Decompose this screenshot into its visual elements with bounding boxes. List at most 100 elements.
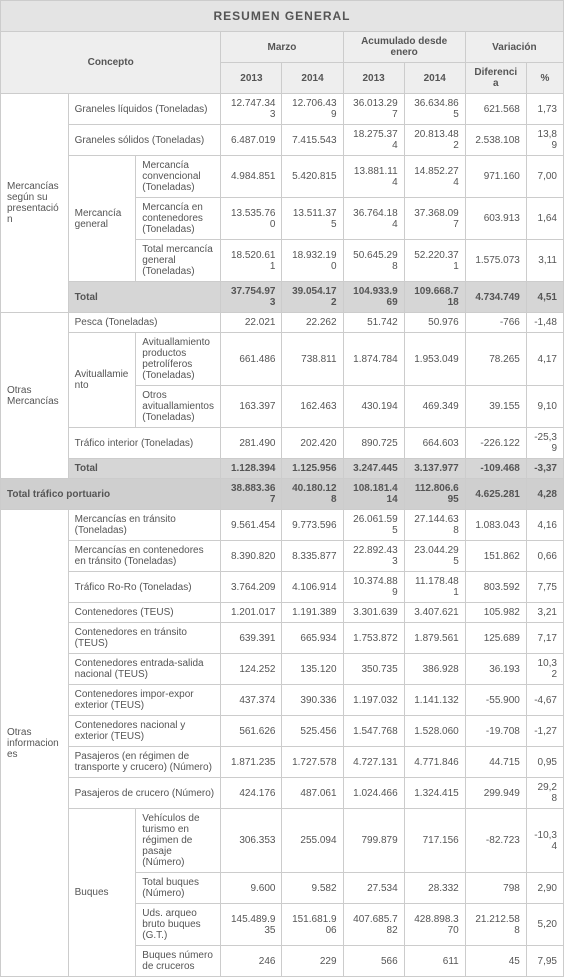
cell-pct: 0,66 [526, 541, 563, 572]
cell-pct: 2,90 [526, 873, 563, 904]
cell-num: 78.265 [465, 333, 526, 386]
cell-num: 3.764.209 [221, 572, 282, 603]
table-row: Graneles sólidos (Toneladas)6.487.0197.4… [1, 125, 564, 156]
cell-num: 3.301.639 [343, 603, 404, 623]
row-leaf-label: Total buques (Número) [136, 873, 221, 904]
row-label: Contenedores impor-expor exterior (TEUS) [68, 685, 221, 716]
cell-pct: 9,10 [526, 386, 563, 428]
cell-num: 1.191.389 [282, 603, 343, 623]
row-leaf-label: Total mercancía general (Toneladas) [136, 240, 221, 282]
total-label: Total [68, 282, 221, 313]
cell-num: 18.520.611 [221, 240, 282, 282]
header-2014a: 2014 [282, 63, 343, 94]
cell-num: 36.764.184 [343, 198, 404, 240]
cell-pct: -3,37 [526, 459, 563, 479]
cell-num: 4.984.851 [221, 156, 282, 198]
cell-num: 639.391 [221, 623, 282, 654]
row-leaf-label: Buques número de cruceros [136, 946, 221, 977]
cell-num: 27.534 [343, 873, 404, 904]
row-sub-label: Buques [68, 809, 136, 977]
cell-num: 661.486 [221, 333, 282, 386]
row-label: Graneles líquidos (Toneladas) [68, 94, 221, 125]
cell-num: 971.160 [465, 156, 526, 198]
cell-num: 4.771.846 [404, 747, 465, 778]
cell-pct: 4,28 [526, 479, 563, 510]
table-row: Contenedores nacional y exterior (TEUS)5… [1, 716, 564, 747]
cell-pct: -1,48 [526, 313, 563, 333]
row-leaf-label: Otros avituallamientos (Toneladas) [136, 386, 221, 428]
cell-num: 9.561.454 [221, 510, 282, 541]
cell-num: 717.156 [404, 809, 465, 873]
cell-num: 4.106.914 [282, 572, 343, 603]
cell-num: 50.645.298 [343, 240, 404, 282]
cell-num: 44.715 [465, 747, 526, 778]
cell-num: 13.881.114 [343, 156, 404, 198]
cell-num: 1.727.578 [282, 747, 343, 778]
cell-num: 125.689 [465, 623, 526, 654]
cell-pct: 13,89 [526, 125, 563, 156]
cell-num: 3.247.445 [343, 459, 404, 479]
cell-num: 20.813.482 [404, 125, 465, 156]
row-label: Mercancías en contenedores en tránsito (… [68, 541, 221, 572]
cell-num: 28.332 [404, 873, 465, 904]
cell-pct: -1,27 [526, 716, 563, 747]
cell-num: 26.061.595 [343, 510, 404, 541]
cell-num: 21.212.588 [465, 904, 526, 946]
cell-num: 3.407.621 [404, 603, 465, 623]
row-label: Contenedores entrada-salida nacional (TE… [68, 654, 221, 685]
cell-pct: 7,95 [526, 946, 563, 977]
cell-num: 163.397 [221, 386, 282, 428]
cell-num: 37.368.097 [404, 198, 465, 240]
row-leaf-label: Mercancía convencional (Toneladas) [136, 156, 221, 198]
table-row: AvituallamientoAvituallamiento productos… [1, 333, 564, 386]
cell-num: 2.538.108 [465, 125, 526, 156]
cell-num: 1.125.956 [282, 459, 343, 479]
cell-num: 1.197.032 [343, 685, 404, 716]
cell-num: 105.982 [465, 603, 526, 623]
cell-num: 124.252 [221, 654, 282, 685]
cell-num: 22.892.433 [343, 541, 404, 572]
table-row: Mercancía generalMercancía convencional … [1, 156, 564, 198]
cell-num: 7.415.543 [282, 125, 343, 156]
table-row: Mercancías en contenedores en tránsito (… [1, 541, 564, 572]
cell-num: 145.489.935 [221, 904, 282, 946]
cell-num: -226.122 [465, 428, 526, 459]
table-row: Mercancías según su presentaciónGraneles… [1, 94, 564, 125]
header-acumulado: Acumulado desde enero [343, 32, 465, 63]
cell-num: 18.275.374 [343, 125, 404, 156]
header-dif: Diferencia [465, 63, 526, 94]
row-label: Tráfico Ro-Ro (Toneladas) [68, 572, 221, 603]
cell-num: 8.335.877 [282, 541, 343, 572]
header-2014b: 2014 [404, 63, 465, 94]
row-sub-label: Avituallamiento [68, 333, 136, 428]
cell-pct: 5,20 [526, 904, 563, 946]
cell-num: -766 [465, 313, 526, 333]
cell-num: 798 [465, 873, 526, 904]
cell-pct: 3,21 [526, 603, 563, 623]
cell-num: 428.898.370 [404, 904, 465, 946]
cell-num: -55.900 [465, 685, 526, 716]
cell-num: 11.178.481 [404, 572, 465, 603]
cell-pct: 4,17 [526, 333, 563, 386]
cell-num: 151.862 [465, 541, 526, 572]
cell-num: 390.336 [282, 685, 343, 716]
cell-pct: 29,28 [526, 778, 563, 809]
cell-num: 9.773.596 [282, 510, 343, 541]
cell-num: 36.634.865 [404, 94, 465, 125]
table-row: Otras MercancíasPesca (Toneladas)22.0212… [1, 313, 564, 333]
cell-num: 890.725 [343, 428, 404, 459]
cell-num: 39.054.172 [282, 282, 343, 313]
cell-pct: -25,39 [526, 428, 563, 459]
cell-num: 437.374 [221, 685, 282, 716]
cell-pct: 1,64 [526, 198, 563, 240]
grand-total-row: Total tráfico portuario38.883.36740.180.… [1, 479, 564, 510]
cell-num: 14.852.274 [404, 156, 465, 198]
table-row: Contenedores (TEUS)1.201.0171.191.3893.3… [1, 603, 564, 623]
cell-num: 1.083.043 [465, 510, 526, 541]
cell-pct: 0,95 [526, 747, 563, 778]
cell-num: 229 [282, 946, 343, 977]
cell-num: -82.723 [465, 809, 526, 873]
header-marzo: Marzo [221, 32, 343, 63]
header-variacion: Variación [465, 32, 563, 63]
cell-num: 246 [221, 946, 282, 977]
